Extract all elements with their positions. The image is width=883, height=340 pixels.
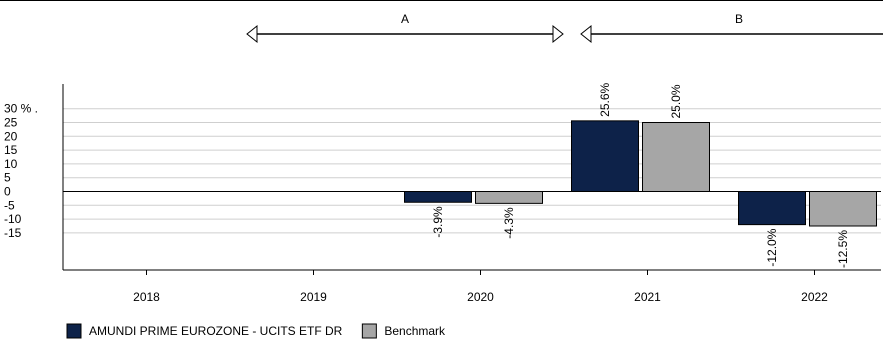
y-tick-label: 15 [4,143,18,157]
data-label: -3.9% [431,206,445,238]
y-tick-label: 25 [4,116,18,130]
arrow-head [246,24,258,44]
data-label: -4.3% [502,207,516,239]
arrow-head [552,24,564,44]
legend-swatch [66,323,82,339]
gridlines [63,108,881,234]
bar [404,191,472,203]
period-marker: A [246,12,564,44]
x-tick-label: 2021 [634,290,661,304]
x-tick-label: 2022 [801,290,828,304]
legend-swatch [361,323,377,339]
y-tick-label: 5 [4,171,11,185]
data-label: -12.0% [765,228,779,266]
data-label: -12.5% [836,230,850,268]
legend-label: Benchmark [384,324,446,338]
bar [571,120,639,192]
x-tick-label: 2019 [300,290,327,304]
y-tick-label: 20 [4,129,18,143]
x-tick-label: 2020 [467,290,494,304]
y-tick-label: -15 [4,226,22,240]
y-tick-label: -10 [4,212,22,226]
x-tick-label: 2018 [133,290,160,304]
legend-item: AMUNDI PRIME EUROZONE - UCITS ETF DR [66,323,343,339]
y-tick-label: 30 % . [4,102,38,116]
data-label: 25.6% [598,82,612,116]
data-label: 25.0% [669,84,683,118]
legend-label: AMUNDI PRIME EUROZONE - UCITS ETF DR [89,324,343,338]
y-tick-label: 0 [4,185,11,199]
period-marker: B [580,12,883,44]
bars [404,120,877,227]
bar [738,191,806,226]
arrow-head [580,24,592,44]
y-tick-label: 10 [4,157,18,171]
period-label: A [401,12,409,26]
period-label: B [735,12,743,26]
bar [642,122,710,192]
bar [475,191,543,204]
bar [809,191,877,227]
legend: AMUNDI PRIME EUROZONE - UCITS ETF DR Benc… [66,323,446,339]
data-labels: -3.9% 25.6% -12.0% -4.3% 25.0% -12.5% [431,82,850,268]
y-tick-label: -5 [4,198,15,212]
legend-item: Benchmark [361,323,446,339]
